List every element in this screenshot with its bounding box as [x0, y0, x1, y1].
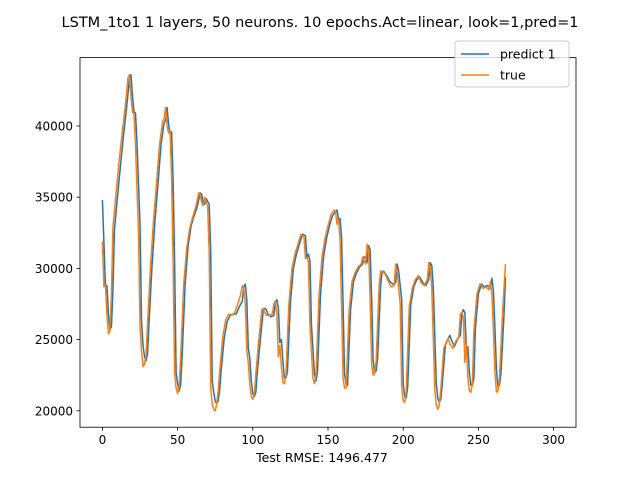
y-tick-label: 40000	[35, 119, 73, 133]
y-tick-label: 25000	[35, 333, 73, 347]
x-tick-label: 0	[99, 433, 107, 447]
x-axis-label: Test RMSE: 1496.477	[255, 450, 388, 465]
x-axis: 0 50 100 150 200 250 300	[99, 427, 565, 447]
x-tick-label: 50	[170, 433, 185, 447]
legend: predict 1 true	[454, 40, 570, 88]
legend-label: true	[500, 68, 526, 83]
y-axis: 20000 25000 30000 35000 40000	[35, 119, 80, 418]
x-tick-label: 100	[241, 433, 264, 447]
y-tick-label: 20000	[35, 404, 73, 418]
chart-title: LSTM_1to1 1 layers, 50 neurons. 10 epoch…	[62, 15, 579, 31]
x-tick-label: 250	[467, 433, 490, 447]
y-tick-label: 30000	[35, 262, 73, 276]
y-tick-label: 35000	[35, 191, 73, 205]
series-layer	[101, 73, 507, 412]
x-tick-label: 200	[392, 433, 415, 447]
x-tick-label: 150	[317, 433, 340, 447]
series-line-2	[101, 73, 507, 412]
x-tick-label: 300	[542, 433, 565, 447]
legend-label: predict 1	[500, 47, 556, 62]
